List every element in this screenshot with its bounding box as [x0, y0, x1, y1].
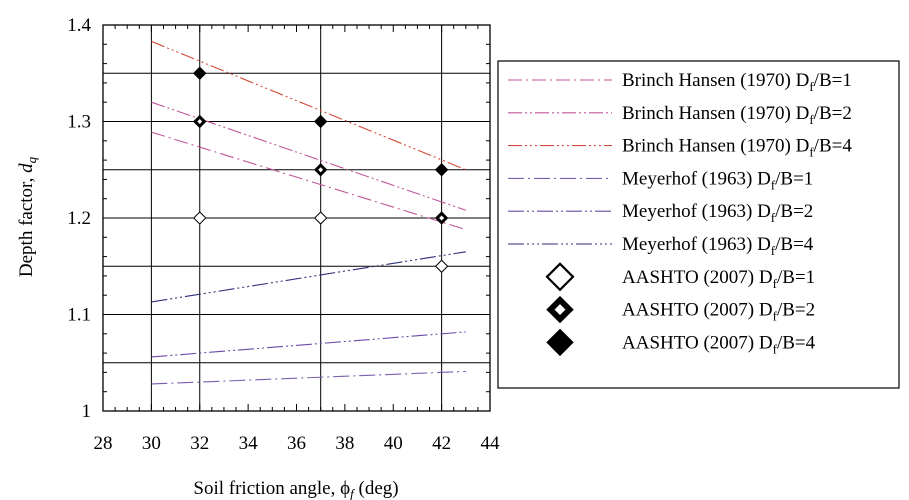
x-axis-title-main: Soil friction angle, — [193, 478, 340, 499]
legend-label: AASHTO (2007) Df/B=4 — [622, 332, 816, 356]
y-axis-title-sub: q — [24, 156, 39, 163]
y-tick-label: 1 — [82, 401, 92, 422]
series-line — [151, 131, 466, 231]
series-line — [151, 251, 466, 303]
data-point — [313, 114, 328, 129]
x-tick-label: 30 — [142, 433, 161, 454]
x-tick-label: 36 — [287, 433, 306, 454]
data-point — [434, 163, 449, 177]
x-tick-label: 44 — [481, 433, 501, 454]
legend-entry: Brinch Hansen (1970) Df/B=1 — [508, 70, 852, 94]
legend-label: Meyerhof (1963) Df/B=4 — [622, 234, 814, 258]
data-point — [193, 211, 207, 225]
tick-labels: 28 30 32 34 36 38 40 42 44 1 1.1 1.2 1.3 1.4 — [67, 15, 500, 454]
x-axis-title-unit: (deg) — [354, 478, 399, 499]
legend-marker — [545, 262, 575, 292]
legend-label: AASHTO (2007) Df/B=2 — [622, 300, 815, 324]
legend-label: Meyerhof (1963) Df/B=2 — [622, 201, 813, 225]
legend-entry: Meyerhof (1963) Df/B=1 — [508, 168, 813, 192]
legend-marker — [546, 295, 574, 324]
series-line — [151, 331, 466, 358]
legend-entry: AASHTO (2007) Df/B=4 — [546, 328, 816, 357]
legend-label: Meyerhof (1963) Df/B=1 — [622, 168, 813, 192]
legend-entry: Meyerhof (1963) Df/B=4 — [508, 234, 814, 258]
x-tick-label: 38 — [335, 433, 354, 454]
series-markers — [193, 66, 449, 273]
legend-entry: AASHTO (2007) Df/B=1 — [545, 262, 815, 292]
data-point — [193, 114, 207, 129]
x-tick-label: 32 — [190, 433, 209, 454]
series-line — [151, 370, 466, 385]
data-point — [434, 211, 449, 225]
x-tick-label: 34 — [239, 433, 259, 454]
legend-marker — [546, 328, 574, 357]
x-axis-title-symbol: ϕ — [340, 478, 350, 499]
axis-ticks — [102, 24, 491, 412]
legend-box — [497, 60, 900, 389]
legend-entry: Brinch Hansen (1970) Df/B=2 — [508, 103, 852, 127]
legend-label: Brinch Hansen (1970) Df/B=4 — [622, 136, 852, 160]
x-tick-label: 42 — [432, 433, 451, 454]
legend-label: AASHTO (2007) Df/B=1 — [622, 267, 815, 291]
legend-label: Brinch Hansen (1970) Df/B=2 — [622, 103, 852, 127]
x-axis-title: Soil friction angle, ϕf (deg) — [193, 478, 398, 500]
legend-label: Brinch Hansen (1970) Df/B=1 — [622, 70, 852, 94]
legend: Brinch Hansen (1970) Df/B=1 Brinch Hansen… — [497, 60, 900, 389]
y-tick-label: 1.3 — [67, 112, 91, 133]
data-point — [434, 259, 449, 273]
x-tick-label: 28 — [94, 433, 113, 454]
legend-entry: AASHTO (2007) Df/B=2 — [546, 295, 815, 324]
data-point — [313, 211, 328, 225]
x-axis-title-sub: f — [350, 486, 356, 500]
grid-lines — [103, 25, 490, 411]
series-line — [151, 40, 467, 171]
legend-entry: Brinch Hansen (1970) Df/B=4 — [508, 136, 852, 160]
y-axis-title-symbol: d — [16, 163, 37, 173]
data-point — [193, 66, 207, 80]
y-tick-label: 1.2 — [67, 208, 91, 229]
x-tick-label: 40 — [384, 433, 403, 454]
y-tick-label: 1.1 — [67, 305, 91, 326]
data-point — [313, 163, 328, 177]
y-tick-label: 1.4 — [67, 15, 91, 36]
y-axis-title: Depth factor, dq — [16, 156, 39, 277]
legend-entry: Meyerhof (1963) Df/B=2 — [508, 201, 813, 225]
y-axis-title-main: Depth factor, — [16, 173, 37, 277]
